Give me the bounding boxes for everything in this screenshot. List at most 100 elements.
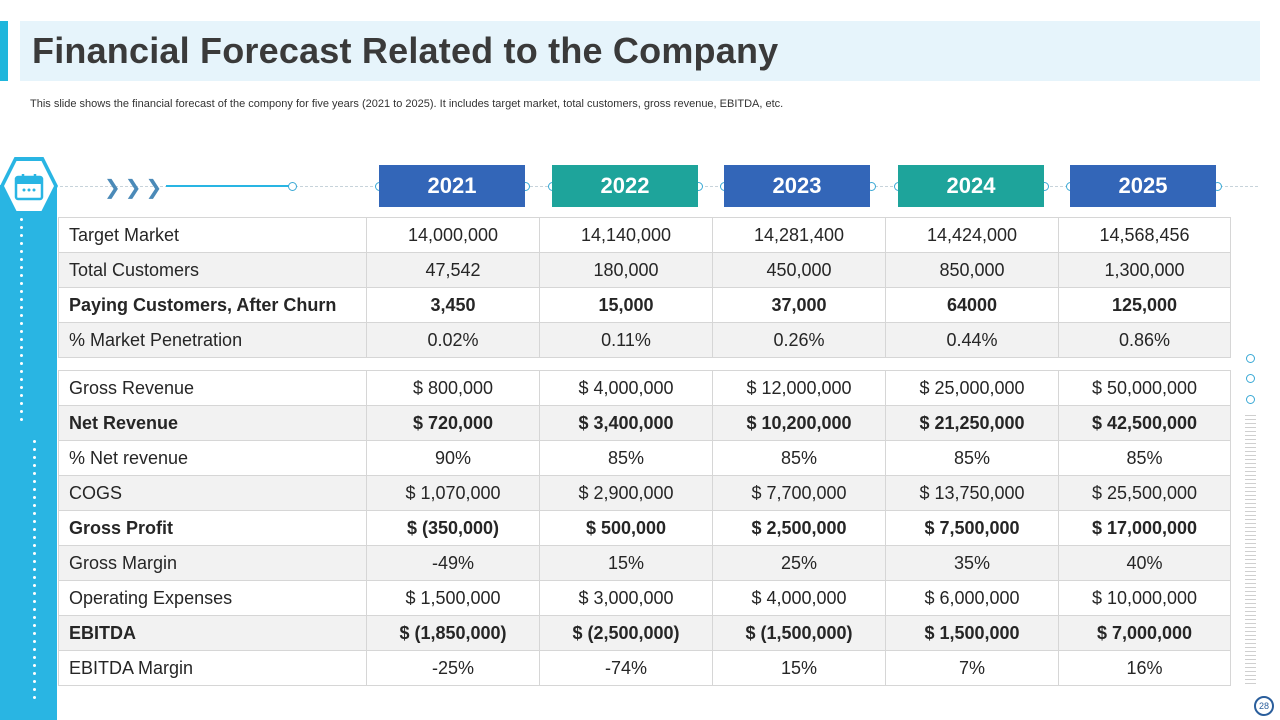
table-cell: 14,424,000 (885, 217, 1059, 253)
table-cell: 180,000 (539, 252, 713, 288)
row-label: Net Revenue (58, 405, 367, 441)
table-cell: 7% (885, 650, 1059, 686)
table-cell: 85% (1058, 440, 1231, 476)
table-row: Gross Profit $ (350,000) $ 500,000 $ 2,5… (58, 510, 1231, 546)
row-label: Gross Margin (58, 545, 367, 581)
table-row: Total Customers 47,542 180,000 450,000 8… (58, 252, 1231, 288)
table-cell: 15,000 (539, 287, 713, 323)
table-cell: $ 7,700,000 (712, 475, 886, 511)
customer-metrics-table: Target Market 14,000,000 14,140,000 14,2… (58, 217, 1231, 358)
table-row: Target Market 14,000,000 14,140,000 14,2… (58, 217, 1231, 253)
table-cell: $ 42,500,000 (1058, 405, 1231, 441)
table-cell: 35% (885, 545, 1059, 581)
table-cell: 0.11% (539, 322, 713, 358)
table-cell: $ 800,000 (366, 370, 540, 406)
table-cell: $ 7,500,000 (885, 510, 1059, 546)
page-subtitle: This slide shows the financial forecast … (30, 98, 784, 110)
table-cell: 47,542 (366, 252, 540, 288)
table-cell: $ 17,000,000 (1058, 510, 1231, 546)
table-cell: 14,568,456 (1058, 217, 1231, 253)
table-cell: 85% (885, 440, 1059, 476)
year-header-2025: 2025 (1070, 165, 1216, 207)
decor-lines (1245, 415, 1256, 685)
page-number: 28 (1254, 696, 1274, 716)
row-label: Operating Expenses (58, 580, 367, 616)
table-cell: -49% (366, 545, 540, 581)
table-cell: 90% (366, 440, 540, 476)
table-cell: $ 13,750,000 (885, 475, 1059, 511)
title-bar: Financial Forecast Related to the Compan… (20, 21, 1260, 81)
chevron-right-icon: ❯❯❯ (104, 177, 167, 199)
table-cell: 0.44% (885, 322, 1059, 358)
table-cell: 3,450 (366, 287, 540, 323)
decor-circle (1246, 354, 1255, 363)
table-row: % Market Penetration 0.02% 0.11% 0.26% 0… (58, 322, 1231, 358)
table-cell: $ 1,500,000 (366, 580, 540, 616)
table-cell: 14,140,000 (539, 217, 713, 253)
row-label: % Net revenue (58, 440, 367, 476)
table-cell: 64000 (885, 287, 1059, 323)
table-cell: 14,000,000 (366, 217, 540, 253)
table-cell: $ 3,000,000 (539, 580, 713, 616)
table-row: COGS $ 1,070,000 $ 2,900,000 $ 7,700,000… (58, 475, 1231, 511)
decor-circle (1246, 374, 1255, 383)
row-label: EBITDA Margin (58, 650, 367, 686)
table-cell: $ 21,250,000 (885, 405, 1059, 441)
decor-circle (1246, 395, 1255, 404)
financial-metrics-table: Gross Revenue $ 800,000 $ 4,000,000 $ 12… (58, 370, 1231, 686)
title-accent-bar (0, 21, 8, 81)
table-row: EBITDA Margin -25% -74% 15% 7% 16% (58, 650, 1231, 686)
table-cell: $ 10,000,000 (1058, 580, 1231, 616)
table-cell: 0.26% (712, 322, 886, 358)
dotted-line-decoration (20, 218, 24, 426)
row-label: Gross Profit (58, 510, 367, 546)
table-cell: $ 2,900,000 (539, 475, 713, 511)
table-cell: 0.02% (366, 322, 540, 358)
timeline-node (288, 182, 297, 191)
table-row: Paying Customers, After Churn 3,450 15,0… (58, 287, 1231, 323)
table-cell: $ 6,000,000 (885, 580, 1059, 616)
page-title: Financial Forecast Related to the Compan… (32, 30, 779, 71)
table-cell: $ (1,850,000) (366, 615, 540, 651)
table-cell: $ 25,000,000 (885, 370, 1059, 406)
year-header-2024: 2024 (898, 165, 1044, 207)
table-cell: 85% (712, 440, 886, 476)
year-header-2023: 2023 (724, 165, 870, 207)
row-label: COGS (58, 475, 367, 511)
table-cell: $ 12,000,000 (712, 370, 886, 406)
row-label: Paying Customers, After Churn (58, 287, 367, 323)
calendar-badge (0, 157, 58, 215)
table-cell: $ 500,000 (539, 510, 713, 546)
table-row: EBITDA $ (1,850,000) $ (2,500,000) $ (1,… (58, 615, 1231, 651)
table-cell: $ 4,000,000 (712, 580, 886, 616)
table-cell: 25% (712, 545, 886, 581)
table-row: Gross Margin -49% 15% 25% 35% 40% (58, 545, 1231, 581)
year-header-2022: 2022 (552, 165, 698, 207)
table-cell: 850,000 (885, 252, 1059, 288)
table-cell: $ 50,000,000 (1058, 370, 1231, 406)
row-label: Total Customers (58, 252, 367, 288)
table-cell: $ (350,000) (366, 510, 540, 546)
table-cell: $ 10,200,000 (712, 405, 886, 441)
table-cell: $ (1,500,000) (712, 615, 886, 651)
table-cell: -25% (366, 650, 540, 686)
table-cell: 40% (1058, 545, 1231, 581)
table-cell: $ 1,500,000 (885, 615, 1059, 651)
table-cell: -74% (539, 650, 713, 686)
table-cell: 16% (1058, 650, 1231, 686)
table-cell: $ 1,070,000 (366, 475, 540, 511)
row-label: Target Market (58, 217, 367, 253)
timeline-progress-line (166, 185, 292, 187)
table-row: Gross Revenue $ 800,000 $ 4,000,000 $ 12… (58, 370, 1231, 406)
table-cell: 450,000 (712, 252, 886, 288)
table-cell: 37,000 (712, 287, 886, 323)
year-header-2021: 2021 (379, 165, 525, 207)
table-cell: $ 3,400,000 (539, 405, 713, 441)
table-row: Operating Expenses $ 1,500,000 $ 3,000,0… (58, 580, 1231, 616)
dotted-line-decoration-2 (33, 440, 37, 704)
table-cell: 125,000 (1058, 287, 1231, 323)
table-cell: $ (2,500,000) (539, 615, 713, 651)
table-cell: $ 2,500,000 (712, 510, 886, 546)
side-decoration-bar (0, 185, 57, 720)
row-label: EBITDA (58, 615, 367, 651)
